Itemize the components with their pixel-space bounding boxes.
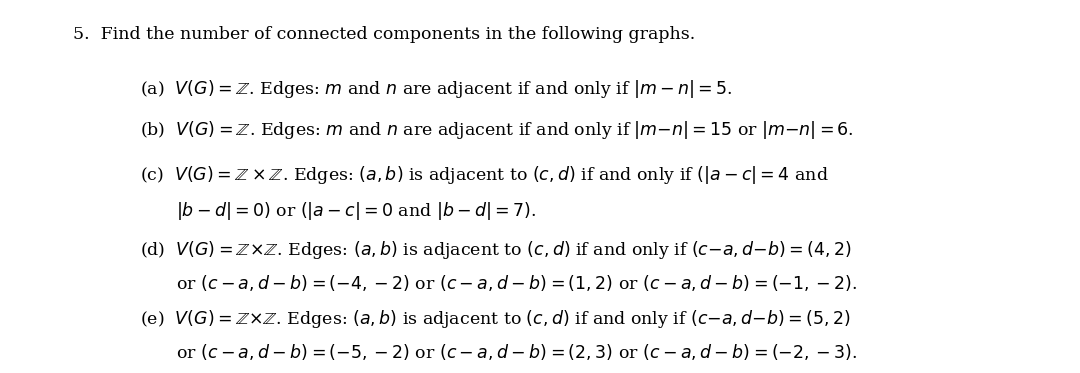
Text: (a)  $V(G) = \mathbb{Z}$. Edges: $m$ and $n$ are adjacent if and only if $|m - n: (a) $V(G) = \mathbb{Z}$. Edges: $m$ and … xyxy=(140,78,733,100)
Text: or $(c - a, d - b) = (-4, -2)$ or $(c - a, d - b) = (1, 2)$ or $(c - a, d - b) =: or $(c - a, d - b) = (-4, -2)$ or $(c - … xyxy=(176,273,858,293)
Text: (b)  $V(G) = \mathbb{Z}$. Edges: $m$ and $n$ are adjacent if and only if $|m{-}n: (b) $V(G) = \mathbb{Z}$. Edges: $m$ and … xyxy=(140,119,854,141)
Text: 5.  Find the number of connected components in the following graphs.: 5. Find the number of connected componen… xyxy=(73,26,696,43)
Text: $|b - d| = 0)$ or $(|a - c| = 0$ and $|b - d| = 7)$.: $|b - d| = 0)$ or $(|a - c| = 0$ and $|b… xyxy=(176,200,537,222)
Text: (d)  $V(G) = \mathbb{Z}{\times}\mathbb{Z}$. Edges: $(a, b)$ is adjacent to $(c, : (d) $V(G) = \mathbb{Z}{\times}\mathbb{Z}… xyxy=(140,239,852,261)
Text: or $(c - a, d - b) = (-5, -2)$ or $(c - a, d - b) = (2, 3)$ or $(c - a, d - b) =: or $(c - a, d - b) = (-5, -2)$ or $(c - … xyxy=(176,342,858,362)
Text: (c)  $V(G) = \mathbb{Z} \times \mathbb{Z}$. Edges: $(a, b)$ is adjacent to $(c, : (c) $V(G) = \mathbb{Z} \times \mathbb{Z}… xyxy=(140,164,829,186)
Text: (e)  $V(G) = \mathbb{Z}{\times}\mathbb{Z}$. Edges: $(a, b)$ is adjacent to $(c, : (e) $V(G) = \mathbb{Z}{\times}\mathbb{Z}… xyxy=(140,308,851,330)
